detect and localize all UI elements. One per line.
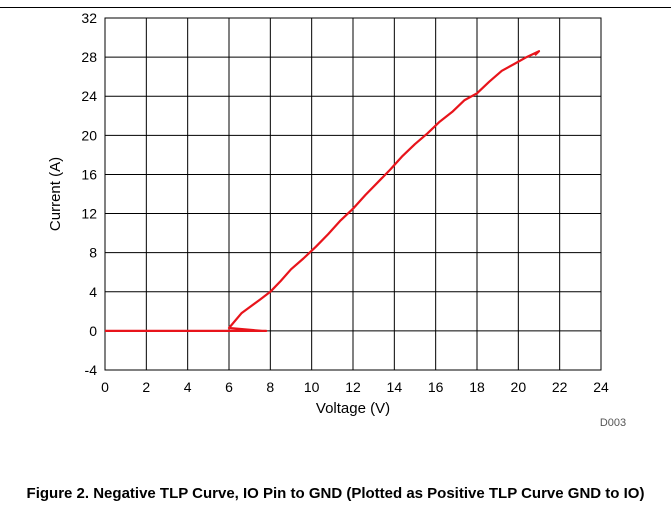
y-tick-label: 0 [89, 323, 97, 339]
series-group [105, 50, 541, 332]
x-tick-label: 6 [225, 379, 233, 395]
y-tick-label: 28 [81, 49, 97, 65]
y-tick-labels: -4 0 4 8 12 16 20 24 28 32 [81, 10, 97, 378]
x-tick-label: 16 [428, 379, 444, 395]
x-tick-label: 14 [387, 379, 403, 395]
figure-caption: Figure 2. Negative TLP Curve, IO Pin to … [26, 485, 645, 502]
y-tick-label: 20 [81, 127, 97, 143]
x-tick-labels: 0 2 4 6 8 10 12 14 16 18 20 22 24 [101, 379, 609, 395]
x-tick-label: 18 [469, 379, 485, 395]
x-tick-label: 8 [266, 379, 274, 395]
x-tick-label: 20 [511, 379, 527, 395]
y-tick-label: 16 [81, 166, 97, 182]
y-tick-label: 4 [89, 284, 97, 300]
series-line [105, 50, 541, 332]
x-tick-label: 4 [184, 379, 192, 395]
top-rule [0, 7, 671, 8]
y-tick-label: 24 [81, 88, 97, 104]
y-tick-label: 32 [81, 10, 97, 26]
x-tick-label: 2 [142, 379, 150, 395]
y-tick-label: 8 [89, 245, 97, 261]
x-tick-label: 24 [593, 379, 609, 395]
y-tick-label: 12 [81, 206, 97, 222]
x-tick-label: 10 [304, 379, 320, 395]
x-axis-label: Voltage (V) [316, 400, 390, 417]
x-tick-label: 22 [552, 379, 568, 395]
plot-frame [104, 17, 602, 371]
tlp-chart: 0 2 4 6 8 10 12 14 16 18 20 22 24 -4048121620242832 … [47, 10, 626, 429]
y-tick-label: -4 [85, 362, 98, 378]
y-axis-label: Current (A) [47, 157, 64, 231]
figure-id: D003 [600, 417, 626, 429]
x-tick-label: 12 [345, 379, 361, 395]
x-tick-label: 0 [101, 379, 109, 395]
